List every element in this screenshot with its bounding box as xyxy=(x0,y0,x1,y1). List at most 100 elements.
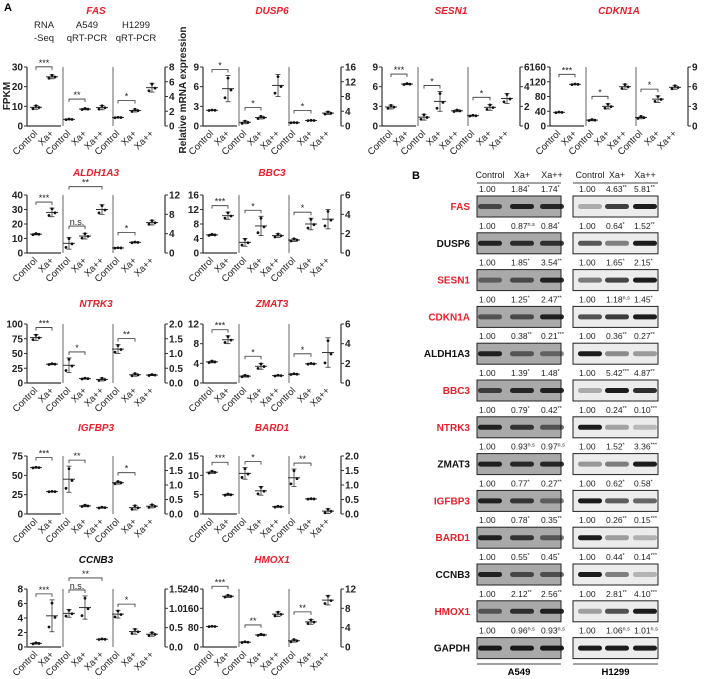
cell-line-label: H1299 xyxy=(602,667,630,678)
protein-band xyxy=(540,388,564,393)
significance-label: *** xyxy=(215,453,226,463)
ratio-value: 1.00 xyxy=(479,405,496,415)
right-tick-label: 1.5 xyxy=(169,466,183,477)
quantification-value: 1.00 xyxy=(479,294,496,304)
quantification-value: 2.56** xyxy=(541,589,563,599)
data-point xyxy=(147,89,151,93)
data-point xyxy=(213,360,217,364)
data-point xyxy=(116,609,120,613)
quantification-value: 0.27** xyxy=(634,331,656,341)
significance-bracket xyxy=(68,577,103,581)
x-tick-label: Xa++ xyxy=(308,516,332,540)
significance-mark: n.s xyxy=(651,627,659,633)
right-tick-label: 2.0 xyxy=(169,320,183,331)
protein-band xyxy=(578,608,602,614)
significance-bracket xyxy=(35,457,53,461)
plot-title: CCNB3 xyxy=(79,555,114,566)
protein-band xyxy=(540,645,564,651)
right-tick-label: 2 xyxy=(345,359,351,370)
data-point xyxy=(67,117,71,121)
data-point xyxy=(97,638,101,641)
data-point xyxy=(64,245,68,249)
data-point xyxy=(276,373,280,377)
data-point xyxy=(86,107,90,111)
right-tick-label: 0.0 xyxy=(169,510,183,521)
data-point xyxy=(276,610,280,614)
data-point xyxy=(47,625,51,629)
right-tick-label: 0 xyxy=(345,379,351,390)
plot-title: NTRK3 xyxy=(79,299,113,310)
ratio-value: 1.65 xyxy=(606,258,623,268)
data-point xyxy=(119,481,123,485)
significance-bracket xyxy=(640,88,659,93)
significance-bracket xyxy=(68,186,103,190)
significance-label: * xyxy=(125,595,129,605)
data-point xyxy=(656,95,660,98)
quantification-value: 4.10*** xyxy=(634,589,658,599)
quantification-value: 1.00 xyxy=(479,626,496,636)
data-point xyxy=(653,100,657,103)
protein-band xyxy=(605,645,629,651)
significance-bracket xyxy=(68,98,86,103)
data-point xyxy=(435,106,439,110)
section-label: H1299 xyxy=(122,20,150,31)
data-point xyxy=(80,614,84,618)
right-tick-label: 0 xyxy=(692,122,698,133)
protein-band xyxy=(540,535,564,541)
data-point xyxy=(83,232,87,236)
significance-label: *** xyxy=(394,65,405,75)
data-point xyxy=(326,339,330,343)
quantification-value: 1.00 xyxy=(579,258,596,268)
data-point xyxy=(259,216,263,220)
right-tick-label: 0 xyxy=(524,122,530,133)
quantification-value: 0.84* xyxy=(541,221,561,231)
data-point xyxy=(67,608,71,612)
quantification-value: 0.93n.s xyxy=(541,626,565,636)
quantification-value: 1.00 xyxy=(579,184,596,194)
left-tick-label: 50 xyxy=(12,471,24,482)
data-point xyxy=(80,377,84,381)
protein-band xyxy=(578,645,602,651)
protein-band xyxy=(540,424,564,430)
right-tick-label: 0 xyxy=(345,122,351,133)
left-tick-label: 6 xyxy=(17,599,23,610)
ratio-value: 1.00 xyxy=(579,442,596,452)
data-point xyxy=(642,116,646,120)
data-point xyxy=(229,594,233,598)
data-point xyxy=(246,241,250,245)
data-point xyxy=(103,637,107,641)
quantification-value: 0.62* xyxy=(606,478,626,488)
right-tick-label: 4 xyxy=(524,82,530,93)
data-point xyxy=(273,614,277,618)
x-tick-label: Control xyxy=(11,255,40,284)
data-point xyxy=(37,336,41,340)
data-point xyxy=(256,492,260,496)
right-tick-label: 6 xyxy=(692,82,698,93)
ratio-value: 1.00 xyxy=(479,221,496,231)
right-tick-label: 0.5 xyxy=(169,623,183,634)
data-point xyxy=(213,233,217,237)
data-point xyxy=(50,601,54,605)
protein-band xyxy=(605,535,629,541)
data-point xyxy=(86,504,90,508)
data-point xyxy=(150,219,154,223)
significance-label: * xyxy=(251,453,255,463)
right-tick-label: 8 xyxy=(345,92,351,103)
data-point xyxy=(34,333,38,337)
data-point xyxy=(259,632,263,636)
protein-band xyxy=(478,240,502,246)
data-point xyxy=(560,110,564,114)
right-tick-label: 0 xyxy=(345,643,351,654)
data-point xyxy=(113,350,117,354)
significance-mark: * xyxy=(528,479,531,485)
data-point xyxy=(116,246,120,250)
right-tick-label: 0.0 xyxy=(169,379,183,390)
left-tick-label: 160 xyxy=(529,63,546,74)
panel-label-b: B xyxy=(412,170,420,182)
quantification-value: 0.93n.s xyxy=(511,442,535,452)
protein-band xyxy=(510,240,534,246)
data-point xyxy=(312,223,316,226)
data-point xyxy=(50,73,54,77)
data-point xyxy=(329,111,333,115)
